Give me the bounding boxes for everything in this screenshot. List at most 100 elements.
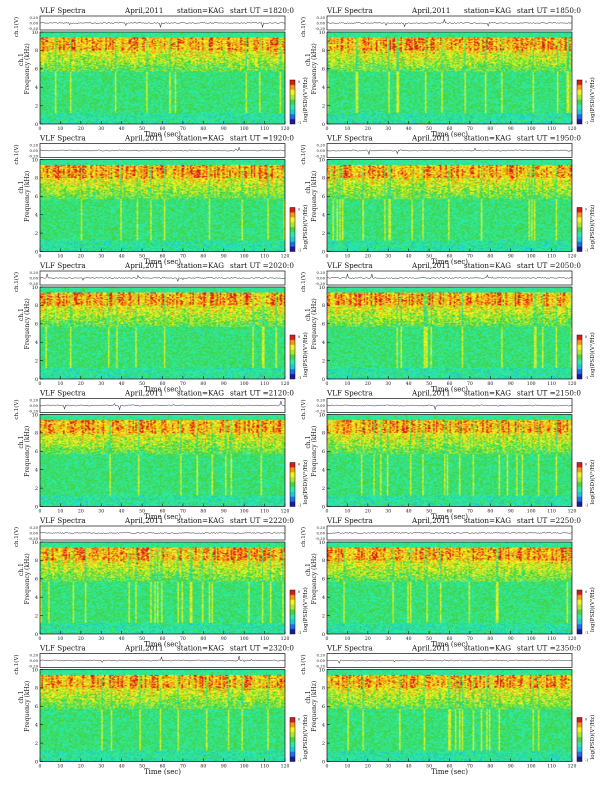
- panel-station: station=KAG: [464, 134, 511, 143]
- spectrogram-heatmap: [40, 669, 285, 762]
- x-tick-label: 10: [57, 126, 63, 132]
- x-tick-label: 30: [385, 764, 391, 770]
- x-tick-label: 110: [260, 254, 269, 260]
- x-tick-label: 120: [281, 381, 290, 387]
- waveform-tick-label: 0.20: [30, 398, 39, 403]
- x-tick-label: 70: [180, 126, 186, 132]
- y-axis-channel-label: ch.1: [18, 436, 25, 449]
- colorbar-tick-label: -1: [298, 631, 301, 635]
- x-tick-label: 40: [406, 636, 412, 642]
- panel-station: station=KAG: [464, 389, 511, 398]
- x-tick-label: 70: [467, 509, 473, 515]
- colorbar-tick-label: 0: [585, 590, 587, 594]
- x-tick-label: 80: [487, 381, 493, 387]
- y-axis-channel-label: ch.1: [305, 691, 312, 704]
- x-tick-label: 0: [39, 636, 42, 642]
- x-tick-label: 110: [260, 509, 269, 515]
- waveform-frame: [326, 653, 573, 668]
- colorbar-frame: [576, 334, 583, 380]
- x-tick-label: 110: [547, 126, 556, 132]
- x-tick-label: 50: [426, 636, 432, 642]
- x-tick-label: 90: [221, 636, 227, 642]
- y-tick-label: 10: [319, 157, 325, 163]
- x-tick-label: 40: [406, 254, 412, 260]
- panel-start-time: start UT =1920:0: [230, 134, 294, 143]
- x-tick-label: 100: [240, 254, 249, 260]
- panel-date: April,2011: [411, 516, 450, 525]
- spectrogram-heatmap: [40, 159, 285, 252]
- panel-station: station=KAG: [177, 6, 224, 15]
- x-tick-label: 10: [57, 254, 63, 260]
- x-tick-label: 40: [119, 764, 125, 770]
- x-tick-label: 60: [447, 636, 453, 642]
- waveform-axis-label: ch.1(V): [300, 654, 307, 674]
- x-tick-label: 30: [385, 509, 391, 515]
- y-tick-label: 0: [35, 122, 38, 128]
- waveform-axis-label: ch.1(V): [13, 272, 20, 292]
- x-tick-label: 0: [326, 126, 329, 132]
- panel-date: April,2011: [411, 6, 450, 15]
- y-tick-label: 6: [322, 449, 325, 455]
- x-tick-label: 20: [365, 381, 371, 387]
- panel-title: VLF Spectra: [326, 516, 373, 525]
- x-tick-label: 20: [365, 509, 371, 515]
- waveform-frame: [326, 15, 573, 31]
- x-tick-label: 90: [221, 126, 227, 132]
- panel-station: station=KAG: [177, 134, 224, 143]
- x-axis-label: Time (sec): [144, 258, 181, 266]
- waveform-tick-label: 0.00: [30, 403, 39, 408]
- x-tick-label: 20: [365, 254, 371, 260]
- colorbar-tick-label: 0: [585, 463, 587, 467]
- y-tick-label: 8: [35, 686, 38, 692]
- x-axis-label: Time (sec): [144, 513, 181, 521]
- y-tick-label: 10: [319, 540, 325, 546]
- x-tick-label: 80: [487, 509, 493, 515]
- x-tick-label: 110: [260, 126, 269, 132]
- x-tick-label: 60: [447, 509, 453, 515]
- colorbar-frame: [576, 462, 583, 507]
- x-tick-label: 110: [547, 636, 556, 642]
- waveform-tick-label: 0.00: [317, 530, 326, 535]
- waveform-tick-label: -0.20: [315, 663, 325, 668]
- colorbar-label: log(PSD)(V²/Hz): [302, 205, 309, 250]
- y-tick-label: 0: [35, 249, 38, 255]
- y-tick-label: 6: [322, 322, 325, 328]
- panel-date: April,2011: [124, 261, 163, 270]
- panel-date: April,2011: [411, 389, 450, 398]
- y-tick-label: 2: [35, 613, 38, 619]
- y-tick-label: 2: [322, 103, 325, 109]
- waveform-tick-label: 0.20: [317, 15, 326, 20]
- y-tick-label: 2: [35, 231, 38, 237]
- panel-date: April,2011: [124, 6, 163, 15]
- x-tick-label: 70: [180, 636, 186, 642]
- x-tick-label: 60: [447, 126, 453, 132]
- panel-7: VLF Spectra April,2011 station=KAG start UT…: [13, 389, 309, 522]
- y-axis-label: Frequency (kHz): [311, 43, 318, 94]
- y-axis-label: Frequency (kHz): [24, 681, 31, 732]
- x-tick-label: 100: [527, 381, 536, 387]
- colorbar-tick-label: 0: [298, 335, 300, 339]
- x-tick-label: 100: [527, 254, 536, 260]
- x-tick-label: 80: [487, 254, 493, 260]
- colorbar: [290, 80, 295, 124]
- y-tick-label: 8: [35, 431, 38, 437]
- panel-11: VLF Spectra April,2011 station=KAG start UT…: [13, 644, 309, 777]
- panel-station: station=KAG: [177, 516, 224, 525]
- waveform-frame: [326, 143, 573, 158]
- x-tick-label: 40: [119, 509, 125, 515]
- waveform-axis-label: ch.1(V): [300, 17, 307, 37]
- colorbar-frame: [576, 589, 583, 635]
- y-tick-label: 4: [35, 213, 38, 219]
- panel-start-time: start UT =2150:0: [517, 389, 581, 398]
- waveform-trace: [39, 146, 286, 152]
- x-tick-label: 20: [365, 636, 371, 642]
- x-tick-label: 60: [160, 254, 166, 260]
- panel-title: VLF Spectra: [326, 134, 373, 143]
- x-tick-label: 30: [98, 126, 104, 132]
- x-tick-label: 90: [221, 509, 227, 515]
- x-tick-label: 20: [78, 509, 84, 515]
- x-tick-label: 100: [240, 381, 249, 387]
- waveform-tick-label: -0.20: [28, 153, 38, 158]
- waveform-frame: [326, 398, 573, 413]
